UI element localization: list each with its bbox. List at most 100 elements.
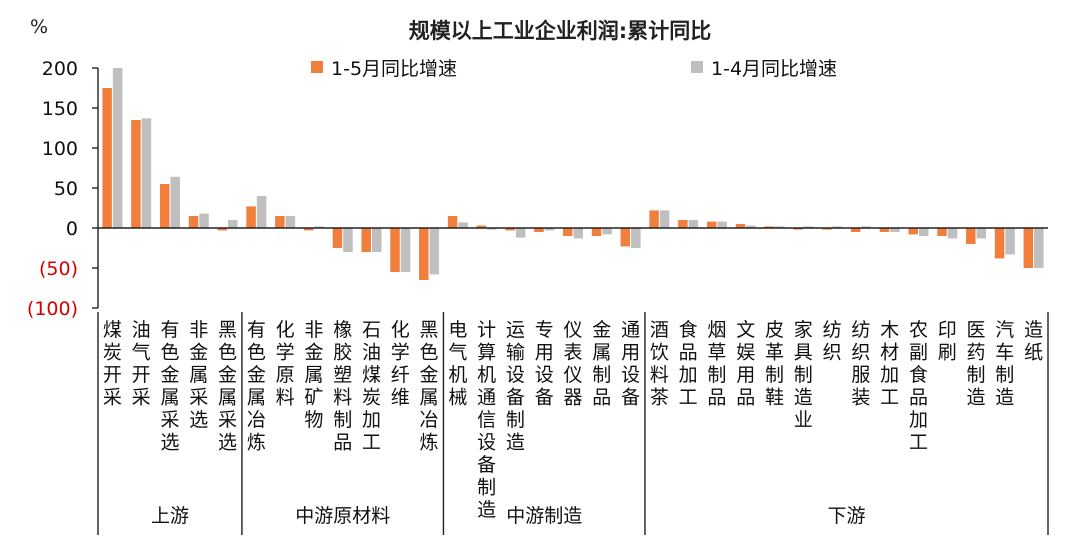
category-label: 木材加工 <box>880 319 899 409</box>
category-label: 化学纤维 <box>391 319 410 409</box>
bar-apr-10 <box>400 228 411 272</box>
y-tick-label: 0 <box>66 218 78 240</box>
category-label: 皮革制鞋 <box>765 319 784 409</box>
legend-label-1-5: 1-5月同比增速 <box>331 58 457 80</box>
category-label: 造纸 <box>1024 319 1043 364</box>
bar-apr-20 <box>688 220 699 228</box>
bar-may-20 <box>678 220 688 228</box>
category-label: 化学原料 <box>276 319 295 409</box>
bar-apr-32 <box>1034 228 1044 268</box>
bar-apr-4 <box>228 220 238 228</box>
category-label: 有色金属冶炼 <box>247 319 266 454</box>
bar-may-17 <box>591 228 602 236</box>
category-label: 橡胶塑料制品 <box>333 319 352 454</box>
bar-apr-3 <box>199 213 209 228</box>
category-label: 家具制造业 <box>794 319 813 431</box>
bar-may-11 <box>419 228 429 280</box>
category-label: 酒饮料茶 <box>650 319 669 409</box>
bar-may-26 <box>850 228 861 232</box>
bar-apr-24 <box>803 226 814 228</box>
bar-may-6 <box>275 216 285 228</box>
y-unit-label: % <box>30 16 48 38</box>
bar-may-19 <box>649 210 659 228</box>
category-label: 农副食品加工 <box>909 319 928 454</box>
bar-apr-22 <box>746 225 756 228</box>
category-label: 印刷 <box>938 319 957 364</box>
bar-may-7 <box>303 228 314 231</box>
bar-apr-6 <box>285 216 296 228</box>
group-label: 中游原材料 <box>295 505 390 527</box>
bar-apr-25 <box>832 226 843 228</box>
y-axis-ticks: 200 150 100 50 0 (50) (100) <box>27 58 98 320</box>
bar-may-0 <box>102 88 112 228</box>
category-label: 纺织服装 <box>851 319 870 409</box>
legend-swatch-1-4 <box>691 61 703 73</box>
bar-apr-26 <box>861 226 871 228</box>
category-label: 烟草制品 <box>707 319 726 409</box>
category-label: 非金属矿物 <box>304 319 323 431</box>
bar-apr-0 <box>112 68 123 228</box>
category-label: 煤炭开采 <box>103 319 122 409</box>
bar-may-9 <box>361 228 371 252</box>
bar-apr-23 <box>775 226 785 228</box>
category-label: 运输设备制造 <box>506 319 525 454</box>
category-label: 汽车制造 <box>995 319 1014 409</box>
bar-apr-16 <box>573 228 583 239</box>
bar-may-8 <box>332 228 343 248</box>
category-label: 非金属采选 <box>189 319 208 431</box>
group-label: 上游 <box>151 505 189 527</box>
bar-apr-28 <box>918 228 929 236</box>
bar-may-32 <box>1023 228 1034 268</box>
bar-apr-7 <box>314 226 324 228</box>
category-label: 专用设备 <box>535 319 554 409</box>
bar-may-1 <box>131 120 141 228</box>
bar-apr-18 <box>631 228 641 248</box>
group-label: 下游 <box>827 505 865 527</box>
bar-apr-27 <box>890 228 900 232</box>
category-label: 仪表仪器 <box>563 319 582 409</box>
category-label: 文娱用品 <box>736 319 755 409</box>
bar-may-28 <box>908 228 918 235</box>
bar-apr-11 <box>429 228 440 275</box>
bar-apr-17 <box>602 228 612 235</box>
category-label: 纺织 <box>823 319 842 364</box>
bar-apr-9 <box>371 228 382 252</box>
bar-apr-13 <box>487 228 497 230</box>
chart-title: 规模以上工业企业利润:累计同比 <box>409 19 711 43</box>
bar-may-21 <box>706 221 717 228</box>
legend-swatch-1-5 <box>311 61 323 73</box>
y-tick-label: (50) <box>39 258 78 280</box>
bar-may-4 <box>217 228 228 231</box>
category-label: 黑色金属冶炼 <box>420 319 439 454</box>
bar-apr-31 <box>1005 228 1015 255</box>
bar-may-29 <box>937 228 947 236</box>
y-tick-label: 50 <box>54 178 78 200</box>
bar-may-14 <box>505 228 515 231</box>
y-tick-label: 100 <box>42 138 78 160</box>
bar-may-31 <box>994 228 1005 259</box>
y-tick-label: 150 <box>42 98 78 120</box>
bar-apr-15 <box>544 228 555 231</box>
bar-may-10 <box>390 228 400 272</box>
bar-may-5 <box>246 206 256 228</box>
bar-may-27 <box>879 228 890 232</box>
bar-apr-30 <box>976 228 987 239</box>
bar-apr-2 <box>170 176 180 228</box>
legend: 1-5月同比增速 1-4月同比增速 <box>311 58 837 80</box>
category-label: 金属制品 <box>592 319 611 409</box>
category-label: 医药制造 <box>967 319 986 409</box>
bar-may-3 <box>188 216 199 228</box>
bar-may-16 <box>563 228 573 236</box>
bars <box>102 68 1044 280</box>
bar-apr-1 <box>141 118 152 228</box>
bar-may-2 <box>159 184 170 228</box>
bar-apr-5 <box>256 196 267 228</box>
bar-may-15 <box>534 228 544 232</box>
category-label: 计算机通信设备制造 <box>477 319 496 521</box>
legend-label-1-4: 1-4月同比增速 <box>711 58 837 80</box>
category-label: 食品加工 <box>679 319 698 409</box>
group-label: 中游制造 <box>506 505 582 527</box>
bar-apr-8 <box>343 228 353 252</box>
y-tick-label: (100) <box>27 298 78 320</box>
category-label: 油气开采 <box>132 319 151 409</box>
